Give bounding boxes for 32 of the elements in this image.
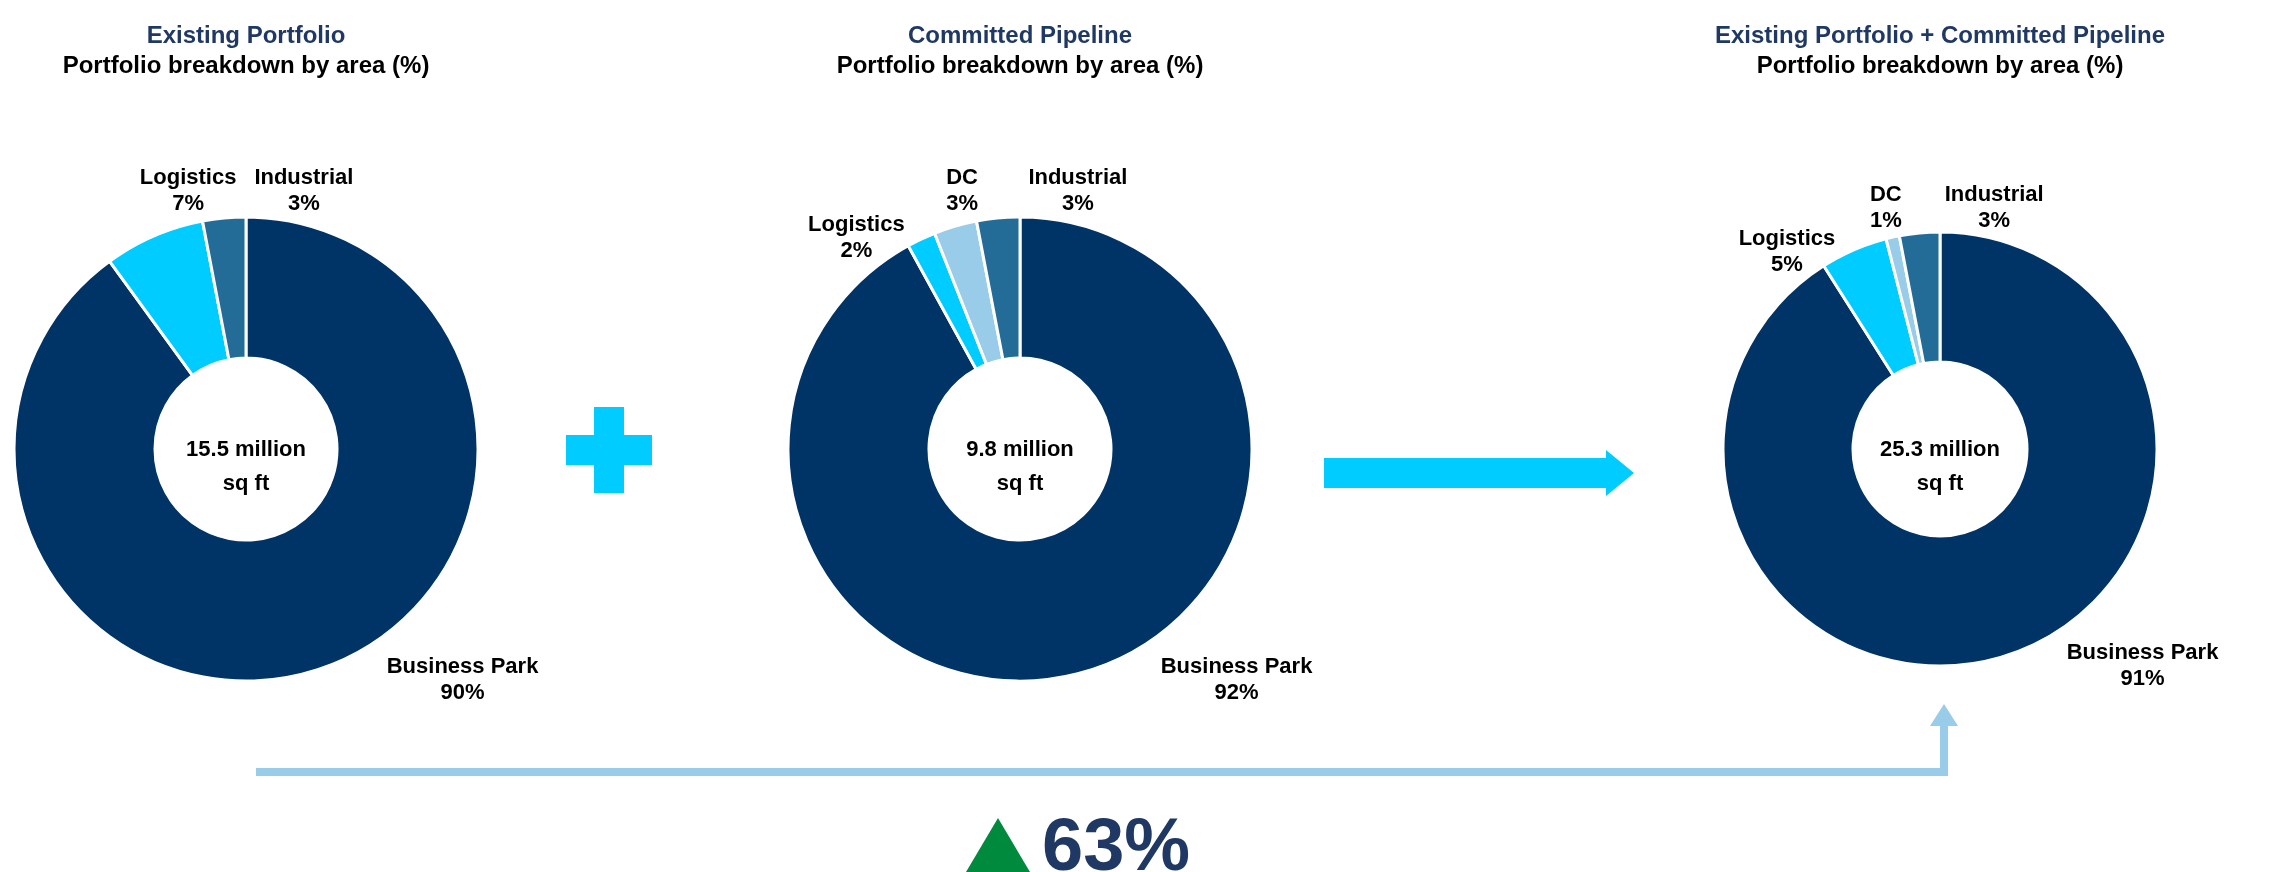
data-label: 2%: [840, 236, 873, 262]
data-label: 3%: [287, 189, 320, 215]
chart-title: Committed Pipeline: [907, 21, 1133, 48]
slice-label: Industrial: [254, 163, 354, 189]
text: 63%: [1042, 803, 1191, 872]
data-label: 5%: [1771, 251, 1803, 277]
chart-title: Existing Portfolio + Committed Pipeline: [1714, 21, 2166, 48]
slice-label: Industrial: [1944, 181, 2044, 207]
data-label: 3%: [1978, 207, 2011, 233]
data-label: 7%: [172, 189, 205, 215]
chart-subtitle: Portfolio breakdown by area (%): [836, 51, 1204, 78]
data-label: 1%: [1869, 207, 1902, 233]
slice-label: Industrial: [1028, 163, 1128, 189]
data-label: 90%: [440, 678, 485, 704]
slice-label: Logistics: [808, 210, 905, 236]
chart-subtitle: Portfolio breakdown by area (%): [62, 51, 430, 78]
text: 9.8 million sq ft: [966, 436, 1074, 495]
text: 25.3 million sq ft: [1880, 436, 2000, 495]
data-label: 3%: [946, 189, 979, 215]
data-label: 92%: [1214, 678, 1259, 704]
slice-label: Business Park: [386, 652, 540, 678]
slice-label: Logistics: [139, 163, 237, 189]
text: 15.5 million sq ft: [186, 436, 306, 495]
chart-title: Existing Portfolio: [146, 21, 346, 48]
slice-label: Business Park: [2066, 638, 2220, 664]
slice-label: DC: [1869, 181, 1902, 207]
slice-label: Logistics: [1738, 225, 1836, 251]
slice-label: Business Park: [1160, 652, 1314, 678]
data-label: 3%: [1061, 189, 1094, 215]
slice-label: DC: [946, 163, 979, 189]
data-label: 91%: [2120, 664, 2165, 690]
chart-subtitle: Portfolio breakdown by area (%): [1756, 51, 2124, 78]
